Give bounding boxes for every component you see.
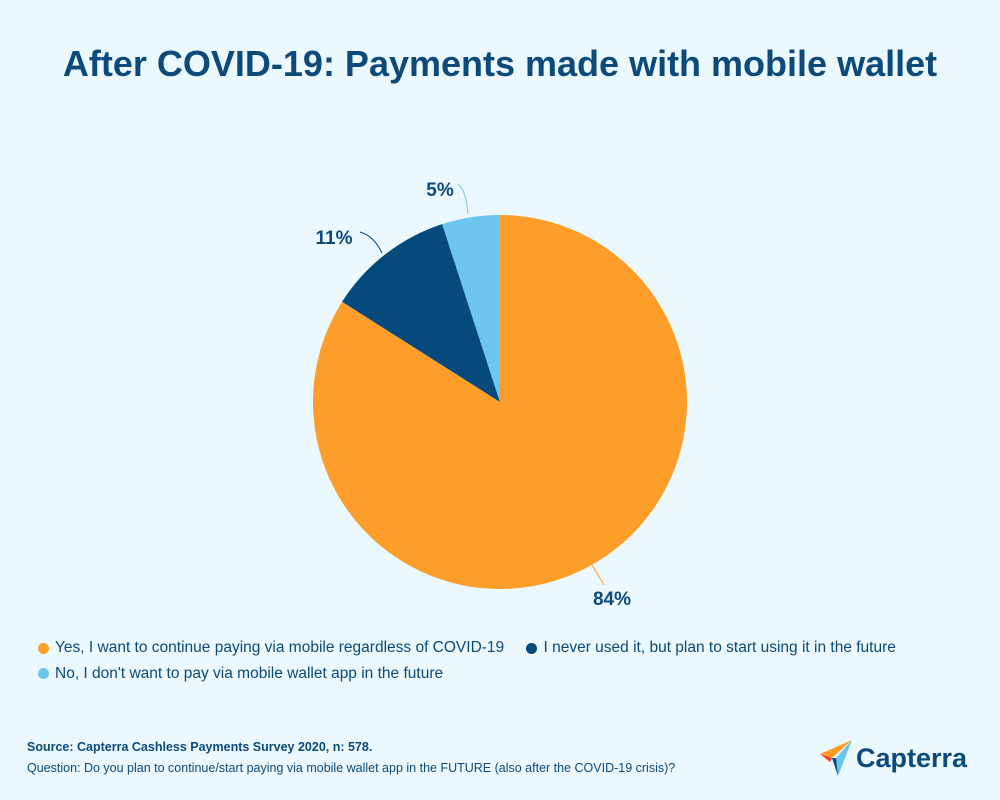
pie-slice-2 xyxy=(442,215,500,402)
legend-label: No, I don't want to pay via mobile walle… xyxy=(55,664,444,682)
legend-dot-no xyxy=(38,668,49,679)
pie-slice-1 xyxy=(342,224,500,402)
legend-dot-never-used xyxy=(526,642,538,654)
capterra-logo: Capterra xyxy=(818,738,967,778)
capterra-arrow-icon xyxy=(820,740,852,776)
chart-title: After COVID-19: Payments made with mobil… xyxy=(62,43,938,84)
legend-label: I never used it, but plan to start using… xyxy=(543,639,896,656)
legend-item-never-used: I never used it, but plan to start using… xyxy=(526,636,896,660)
logo-text: Capterra xyxy=(856,742,968,773)
slice-label: 84% xyxy=(593,589,631,610)
legend-item-no: No, I don't want to pay via mobile walle… xyxy=(38,662,443,686)
question-note: Question: Do you plan to continue/start … xyxy=(27,761,676,775)
legend-item-yes: Yes, I want to continue paying via mobil… xyxy=(38,636,504,660)
legend: Yes, I want to continue paying via mobil… xyxy=(38,636,978,687)
legend-label: Yes, I want to continue paying via mobil… xyxy=(55,639,505,656)
leader-line xyxy=(457,183,469,215)
source-note: Source: Capterra Cashless Payments Surve… xyxy=(27,740,373,754)
slice-label: 5% xyxy=(426,180,454,201)
legend-dot-yes xyxy=(38,642,49,654)
slice-label: 11% xyxy=(316,228,353,249)
leader-line xyxy=(359,231,383,254)
pie-slice-0 xyxy=(313,215,688,589)
leader-line xyxy=(591,564,605,586)
